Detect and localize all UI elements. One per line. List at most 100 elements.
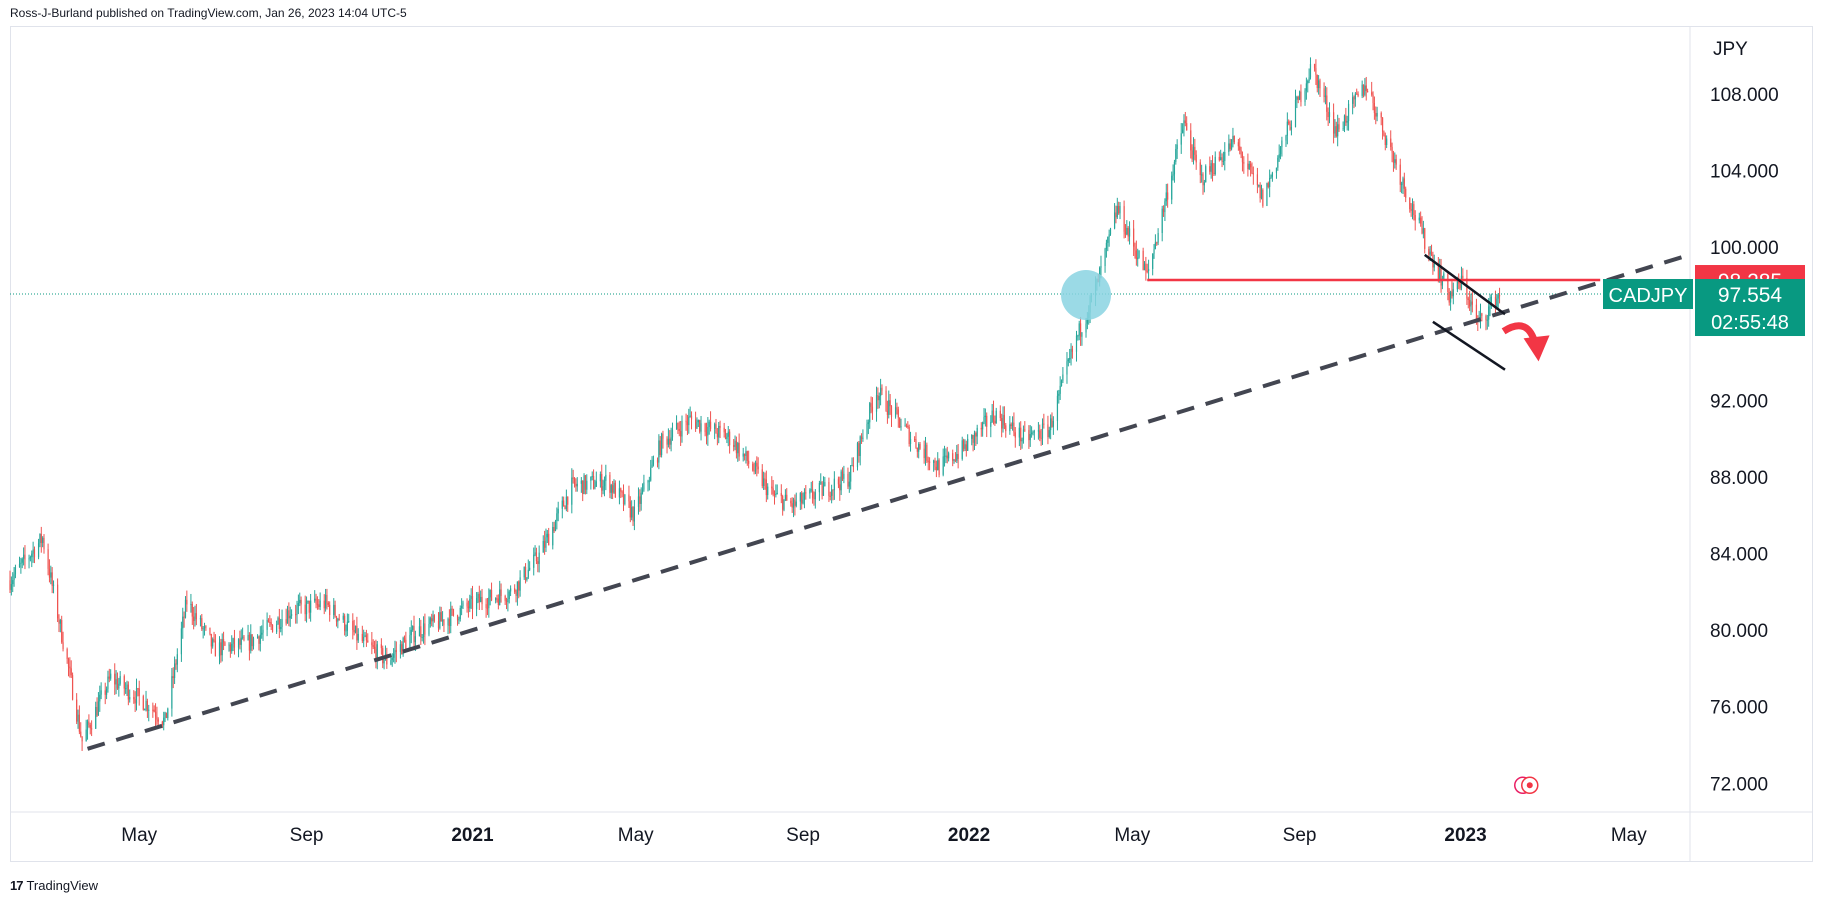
candle-body [1462,275,1464,279]
candle [316,596,319,610]
candle [1143,261,1146,271]
candle-body [153,709,155,712]
candle [271,624,274,633]
candle-body [1342,128,1344,130]
candle-body [497,598,499,605]
candle-body [1116,205,1118,218]
candle-body [20,562,22,565]
candle-body [1135,250,1137,260]
candle-body [432,615,434,622]
candle-body [738,443,740,457]
candle-body [1070,348,1072,359]
candle-body [918,444,920,452]
candle [376,641,378,670]
candle-body [1278,154,1280,158]
candle [1020,421,1022,450]
candle [905,423,908,428]
candle-body [367,640,369,643]
candle-body [527,569,529,578]
candle-body [452,608,455,616]
candle-body [199,618,202,620]
candle-body [1285,135,1287,141]
candle-body [96,706,98,716]
candle-body [429,618,431,625]
candle-body [354,625,357,633]
candle [519,570,521,597]
candle [334,600,336,618]
candle [933,459,935,472]
candle-body [461,606,463,609]
candle-body [1228,143,1230,153]
candle-body [1338,124,1340,130]
candle-body [258,636,260,644]
candle [628,485,630,508]
candle [745,446,747,464]
candle-body [972,434,974,443]
candle [677,422,679,434]
candle-body [554,520,557,531]
symbol-tag[interactable] [1603,279,1693,310]
candle [1107,236,1109,252]
footer[interactable]: 17 TradingView [10,878,98,893]
candle-body [1362,84,1365,95]
channel-lower-line[interactable] [1432,320,1506,371]
candle-body [881,387,883,391]
candle-body [1201,174,1203,176]
candle [529,561,531,572]
candle [80,722,82,738]
candle [167,707,169,721]
candle [81,736,83,751]
candle [451,605,453,616]
candle [820,473,822,485]
candle-body [175,663,177,665]
candle [986,412,988,438]
candle-body [603,480,606,487]
candle-body [323,600,325,609]
candle-body [564,506,566,510]
candle [395,641,397,663]
candle [1011,416,1014,431]
candle [110,669,112,681]
candle-body [1343,115,1346,129]
candle [685,413,687,431]
candle [1485,314,1487,331]
candle [346,613,348,637]
candle [544,530,546,555]
last-price-tag[interactable] [1695,279,1805,337]
highlight-circle[interactable] [1061,270,1112,321]
candle [656,457,659,468]
ascending-trendline[interactable] [86,254,1684,751]
candle-body [290,614,293,616]
candle-body [814,492,816,500]
candle [1297,95,1299,104]
candle-body [24,554,26,560]
candle-body [667,438,669,445]
candle [77,709,79,729]
candle-body [943,455,946,457]
candle-body [919,444,921,449]
candle [1258,184,1260,188]
candle [1192,137,1195,165]
candle-body [1190,130,1192,151]
candle [163,711,165,731]
candle-body [1281,140,1283,148]
candle-body [704,423,706,433]
candle [1199,159,1201,184]
candle-body [470,596,472,600]
candle-body [870,403,872,407]
candle-body [222,639,225,643]
candle-body [1440,268,1442,286]
candle-body [677,422,679,429]
candle-body [656,459,659,463]
channel-upper-line[interactable] [1423,253,1506,316]
candle-body [675,422,678,430]
candle-body [194,613,196,621]
candle [1009,416,1011,435]
candle-body [609,474,611,493]
candle [401,641,403,655]
candle [871,397,874,420]
candle-body [624,494,626,505]
candle [697,419,699,428]
candle-body [314,598,316,601]
